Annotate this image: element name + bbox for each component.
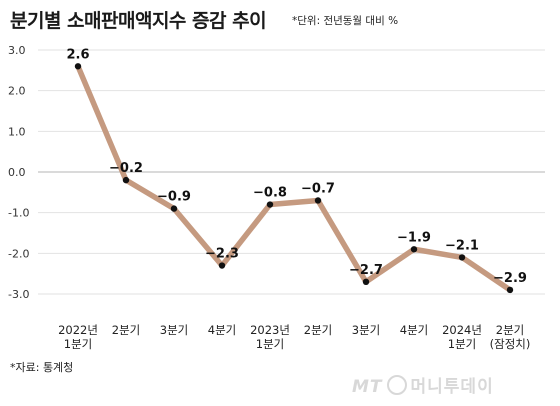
data-label: 2.6	[66, 47, 89, 62]
data-point	[170, 205, 178, 212]
data-label: −2.9	[493, 271, 527, 286]
data-point	[314, 197, 322, 204]
data-point	[218, 262, 226, 269]
data-point	[74, 63, 82, 70]
data-label: −0.9	[157, 190, 191, 205]
data-label: −0.8	[253, 186, 287, 201]
data-label: −0.2	[109, 161, 143, 176]
x-tick-label: 3분기	[352, 323, 380, 337]
data-point	[362, 278, 370, 285]
data-labels: 2.6 −0.2 −0.9 −2.3 −0.8 −0.7 −2.7 −1.9 −2.1 −2.9	[66, 47, 526, 286]
logo-icon	[386, 375, 407, 395]
series-line-path	[75, 63, 513, 293]
data-point	[266, 201, 274, 208]
y-tick-labels: 3.0 2.0 1.0 0.0 -1.0 -2.0 -3.0	[8, 44, 29, 301]
x-tick-label: 2분기	[496, 323, 524, 337]
data-points	[74, 63, 514, 294]
x-tick-label: 2분기	[304, 323, 332, 337]
data-label: −2.1	[445, 238, 479, 253]
data-label: −2.3	[205, 247, 239, 262]
x-tick-label: 4분기	[208, 323, 236, 337]
x-tick-label: 4분기	[400, 323, 428, 337]
y-tick-label: -1.0	[8, 207, 29, 220]
x-tick-label: 2024년	[442, 323, 482, 337]
watermark-logo: MT 머니투데이	[352, 372, 494, 397]
data-point	[506, 286, 514, 294]
x-tick-label: 3분기	[160, 323, 188, 337]
watermark-text: 머니투데이	[410, 377, 494, 397]
x-tick-label: 2022년	[58, 323, 98, 337]
y-tick-label: -2.0	[8, 247, 29, 260]
x-tick-label: 1분기	[448, 337, 476, 351]
data-point	[458, 254, 466, 261]
data-point	[410, 246, 418, 253]
series-line	[75, 63, 513, 293]
y-tick-label: 2.0	[8, 85, 26, 98]
data-label: −2.7	[349, 263, 383, 278]
data-label: −1.9	[397, 230, 431, 245]
y-tick-label: 0.0	[8, 166, 26, 179]
source-note: *자료: 통계청	[10, 361, 74, 374]
watermark-mt: MT	[352, 377, 383, 397]
y-tick-label: 1.0	[8, 125, 26, 138]
x-tick-label: (잠정치)	[490, 337, 531, 351]
chart-title: 분기별 소매판매액지수 증감 추이	[10, 10, 267, 32]
x-tick-label: 2분기	[112, 323, 140, 337]
data-point	[122, 176, 130, 184]
y-tick-label: 3.0	[8, 44, 26, 57]
grid-lines	[38, 49, 545, 295]
y-tick-label: -3.0	[8, 288, 29, 301]
data-label: −0.7	[301, 181, 335, 196]
unit-note: *단위: 전년동월 대비 %	[292, 15, 399, 27]
x-tick-label: 1분기	[64, 337, 92, 351]
x-tick-label: 2023년	[250, 323, 290, 337]
x-tick-label: 1분기	[256, 337, 284, 351]
